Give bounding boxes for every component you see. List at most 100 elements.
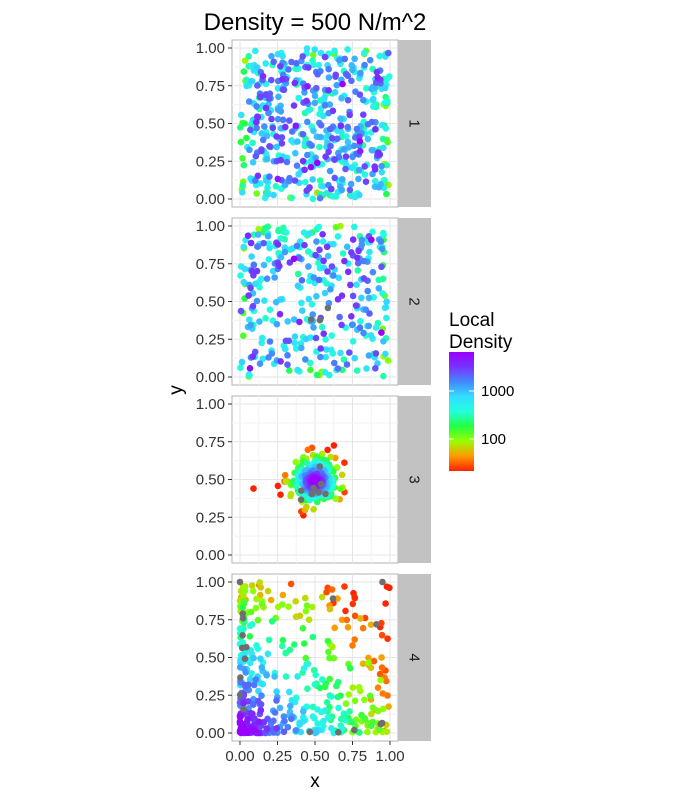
data-point <box>279 76 286 83</box>
data-point <box>356 138 364 145</box>
data-point <box>241 587 249 595</box>
data-point <box>318 323 326 331</box>
data-point <box>285 603 292 610</box>
data-point <box>349 684 357 691</box>
data-point <box>286 174 293 182</box>
data-point <box>317 353 324 361</box>
data-point <box>307 163 315 171</box>
data-point <box>349 66 356 74</box>
data-point <box>327 125 334 133</box>
data-point <box>266 173 273 180</box>
data-point <box>276 262 283 270</box>
data-point <box>315 223 323 231</box>
data-point <box>344 96 352 104</box>
data-point <box>337 485 344 493</box>
data-point <box>314 720 322 727</box>
data-point <box>298 487 305 495</box>
data-point <box>316 194 324 202</box>
data-point <box>283 158 291 166</box>
data-point <box>264 650 272 658</box>
data-point <box>345 691 353 698</box>
data-point <box>384 635 391 642</box>
data-point <box>348 192 355 200</box>
data-point <box>251 727 258 734</box>
data-point <box>247 622 254 630</box>
data-point <box>265 256 273 263</box>
data-point <box>244 716 251 723</box>
legend-title-line-2: Density <box>449 332 513 353</box>
data-point <box>336 56 343 64</box>
data-point <box>337 349 344 357</box>
data-point <box>309 176 317 183</box>
data-point <box>355 684 363 691</box>
data-point <box>282 229 290 236</box>
data-point <box>288 137 295 144</box>
data-point <box>322 336 329 343</box>
data-point <box>379 690 387 697</box>
data-point <box>362 178 370 185</box>
data-point <box>331 156 338 163</box>
data-point <box>259 136 267 144</box>
data-point <box>312 334 320 342</box>
data-point <box>258 130 266 137</box>
data-point <box>240 332 247 340</box>
data-point <box>337 115 344 122</box>
data-point <box>316 246 323 254</box>
data-point <box>312 154 319 162</box>
data-point <box>317 122 325 129</box>
data-point <box>323 588 330 596</box>
data-point <box>245 53 252 60</box>
data-point <box>368 146 376 154</box>
data-point <box>344 46 351 53</box>
data-point <box>259 73 267 80</box>
data-point <box>307 158 315 165</box>
data-point <box>273 697 280 704</box>
data-point <box>255 687 262 695</box>
data-point <box>304 685 311 692</box>
data-point <box>249 159 257 166</box>
data-point <box>317 49 325 57</box>
data-point <box>318 593 326 601</box>
data-point <box>294 673 301 680</box>
data-point <box>334 233 342 240</box>
data-point <box>302 356 309 363</box>
data-point <box>295 171 302 178</box>
data-point <box>277 63 284 70</box>
data-point <box>351 354 359 362</box>
legend-tick-label-100: 100 <box>481 431 506 448</box>
data-point <box>351 223 358 231</box>
data-point <box>340 710 348 717</box>
data-point <box>372 324 380 331</box>
data-point <box>292 458 300 466</box>
data-point <box>310 127 317 135</box>
data-point <box>375 183 383 191</box>
data-point <box>258 600 266 608</box>
legend-tick-label-1000: 1000 <box>481 383 514 400</box>
data-point <box>323 243 331 251</box>
data-point <box>343 361 351 368</box>
data-point <box>240 705 247 713</box>
data-point <box>303 661 311 668</box>
data-point <box>306 728 314 736</box>
data-point <box>356 147 364 155</box>
legend: Local Density 1000 100 <box>449 310 514 471</box>
data-point <box>363 365 370 372</box>
data-point <box>346 111 354 119</box>
data-point <box>299 307 306 315</box>
data-point <box>321 707 329 714</box>
data-point <box>305 107 312 114</box>
data-point <box>288 697 296 704</box>
data-point <box>281 471 289 479</box>
data-point <box>339 176 346 183</box>
data-point <box>379 578 386 586</box>
data-point <box>277 108 285 115</box>
data-point <box>365 352 373 359</box>
y-tick-label: 1.00 <box>196 218 225 235</box>
data-point <box>243 134 250 142</box>
data-point <box>311 46 319 53</box>
data-point <box>319 112 327 120</box>
data-point <box>310 484 318 492</box>
data-point <box>254 172 262 180</box>
data-point <box>249 710 256 718</box>
data-point <box>287 580 295 588</box>
